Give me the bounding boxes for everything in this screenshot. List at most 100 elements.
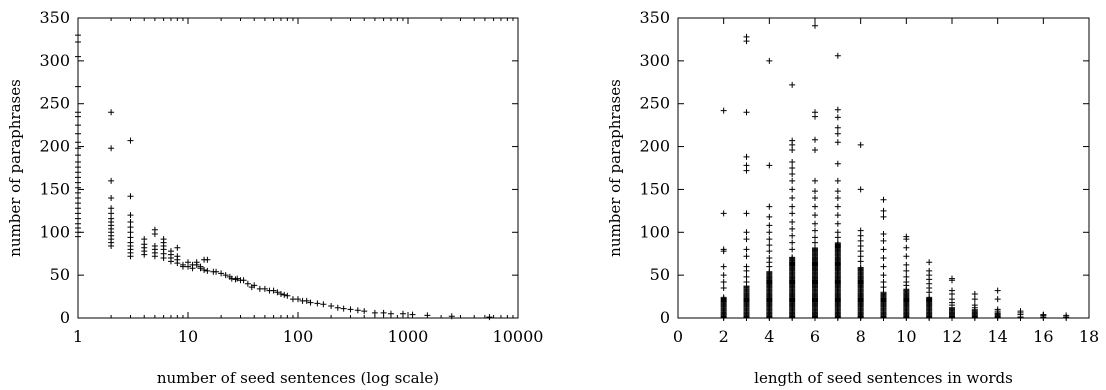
data-point <box>812 188 818 195</box>
data-point <box>949 277 955 284</box>
data-point <box>151 253 158 260</box>
y-tick-label: 250 <box>639 94 670 113</box>
data-point <box>720 279 727 285</box>
data-point <box>75 53 81 60</box>
data-point <box>108 195 115 201</box>
data-point <box>340 305 347 312</box>
data-point <box>270 287 277 294</box>
data-point <box>812 22 818 29</box>
data-point <box>174 244 181 251</box>
data-point <box>743 246 750 253</box>
data-point <box>108 145 115 152</box>
data-point <box>812 136 818 143</box>
data-point <box>880 263 887 270</box>
data-point <box>244 280 251 287</box>
data-point <box>880 284 887 291</box>
data-point <box>880 196 887 203</box>
data-point <box>108 243 115 249</box>
y-tick-label: 50 <box>50 265 70 284</box>
data-point <box>75 184 81 191</box>
data-point <box>75 145 81 152</box>
y-tick-label: 200 <box>39 137 70 156</box>
data-point <box>834 114 841 121</box>
data-point <box>766 203 773 210</box>
data-point <box>743 236 750 243</box>
x-tick-label: 4 <box>764 327 774 346</box>
data-point <box>108 210 115 217</box>
x-tick-label: 16 <box>1033 327 1053 346</box>
data-point <box>834 160 841 167</box>
data-point <box>743 109 750 116</box>
data-point <box>743 273 750 280</box>
data-point <box>108 205 115 212</box>
x-tick-label: 10 <box>896 327 916 346</box>
data-point <box>204 267 211 274</box>
data-point <box>127 137 134 144</box>
data-point <box>903 273 910 280</box>
data-point <box>857 258 864 265</box>
data-point <box>204 256 211 263</box>
data-point <box>812 245 818 252</box>
data-point <box>75 233 81 240</box>
data-point <box>789 165 796 171</box>
data-point <box>174 260 181 267</box>
data-point <box>127 193 134 200</box>
data-point <box>284 292 291 299</box>
data-point <box>834 139 841 146</box>
chart-paraphrases-vs-seed-count: 0 50 100 150 200 250 300 350 1 10 100 1000 10000 numb… <box>6 8 543 387</box>
data-point <box>160 255 167 261</box>
data-point <box>812 195 818 201</box>
y-tick-label: 0 <box>60 308 70 327</box>
data-point <box>971 304 978 311</box>
data-point <box>812 113 818 120</box>
data-point <box>354 307 361 314</box>
data-point <box>994 296 1001 303</box>
data-point <box>903 236 910 243</box>
data-point <box>320 301 327 308</box>
y-tick-label: 200 <box>639 137 670 156</box>
data-point <box>834 229 841 236</box>
data-point <box>789 147 796 153</box>
data-point <box>75 169 81 176</box>
y-tick-label: 300 <box>39 51 70 70</box>
data-point <box>766 57 773 64</box>
chart-paraphrases-vs-sentence-length: 0 50 100 150 200 250 300 350 0 2 4 6 8 10 12 14 16 18 leng… <box>606 8 1099 387</box>
data-point <box>834 177 841 184</box>
data-point <box>743 162 750 169</box>
y-tick-label: 100 <box>39 222 70 241</box>
x-tick-label: 0 <box>673 327 683 346</box>
data-point <box>75 179 81 186</box>
data-point <box>743 153 750 160</box>
data-point <box>75 39 81 45</box>
data-point <box>949 302 955 309</box>
data-point <box>314 300 321 307</box>
y-axis-label: number of paraphrases <box>6 79 24 257</box>
data-point <box>789 195 796 201</box>
data-point <box>880 272 887 279</box>
data-point <box>766 236 773 243</box>
data-point <box>424 312 431 319</box>
data-point <box>277 291 284 297</box>
data-point <box>880 289 887 296</box>
x-tick-label: 14 <box>987 327 1007 346</box>
data-point <box>361 308 368 315</box>
x-tick-label: 8 <box>856 327 866 346</box>
data-point <box>127 229 134 236</box>
data-point <box>834 212 841 219</box>
data-point <box>743 267 750 274</box>
data-point <box>834 239 841 246</box>
data-point <box>743 38 750 45</box>
data-point <box>334 304 341 311</box>
data-point <box>108 177 115 184</box>
data-point <box>222 272 229 279</box>
data-point <box>1063 312 1070 319</box>
data-point <box>834 130 841 137</box>
data-point <box>857 186 864 193</box>
data-point <box>834 195 841 201</box>
data-point <box>1040 312 1047 319</box>
data-point <box>812 234 818 241</box>
data-point <box>387 310 394 317</box>
data-point <box>789 141 796 148</box>
data-point <box>75 113 81 120</box>
data-point <box>75 210 81 217</box>
